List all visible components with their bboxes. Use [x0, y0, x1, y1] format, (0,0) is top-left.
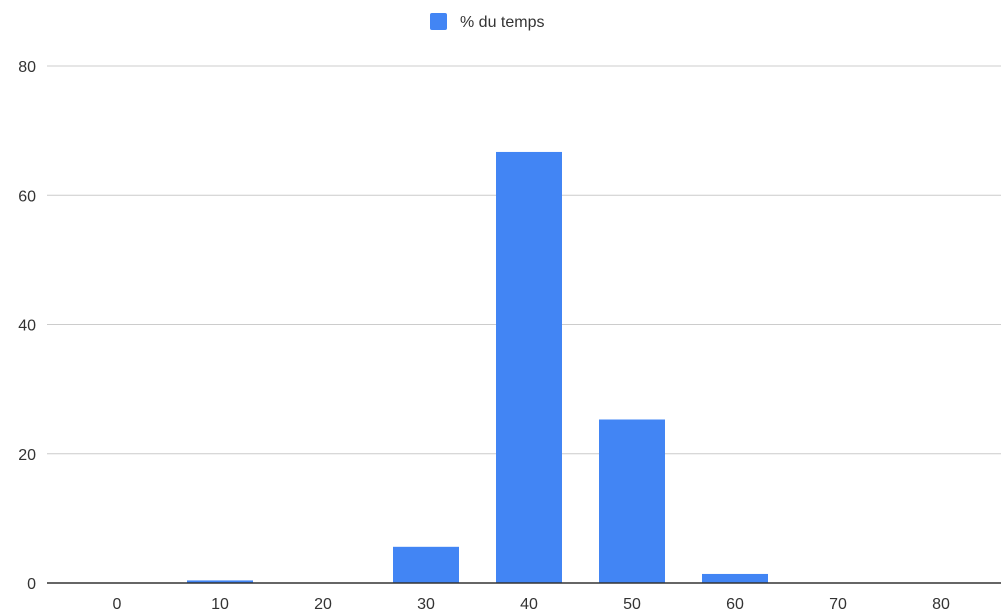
y-tick-label-0: 0	[27, 576, 36, 593]
x-tick-label-80: 80	[932, 596, 950, 613]
y-tick-label-40: 40	[18, 318, 36, 335]
y-tick-label-20: 20	[18, 447, 36, 464]
bar-40	[496, 151, 562, 584]
x-tick-label-0: 0	[113, 596, 122, 613]
bar-50	[599, 419, 665, 583]
legend-swatch	[430, 13, 447, 30]
x-axis-tick-labels: 0 10 20 30 40 50 60 70 80	[113, 596, 950, 613]
bar-30	[393, 546, 459, 583]
x-tick-label-50: 50	[623, 596, 641, 613]
x-tick-label-30: 30	[417, 596, 435, 613]
x-tick-label-20: 20	[314, 596, 332, 613]
x-tick-label-70: 70	[829, 596, 847, 613]
bars	[187, 151, 768, 584]
bar-60	[702, 573, 768, 583]
x-tick-label-60: 60	[726, 596, 744, 613]
legend: % du temps	[430, 13, 544, 31]
x-tick-label-10: 10	[211, 596, 229, 613]
bar-10	[187, 580, 253, 583]
y-tick-label-80: 80	[18, 59, 36, 76]
y-tick-label-60: 60	[18, 188, 36, 205]
x-tick-label-40: 40	[520, 596, 538, 613]
legend-label-percent-du-temps: % du temps	[460, 14, 544, 31]
y-axis-tick-labels: 0 20 40 60 80	[18, 59, 36, 593]
